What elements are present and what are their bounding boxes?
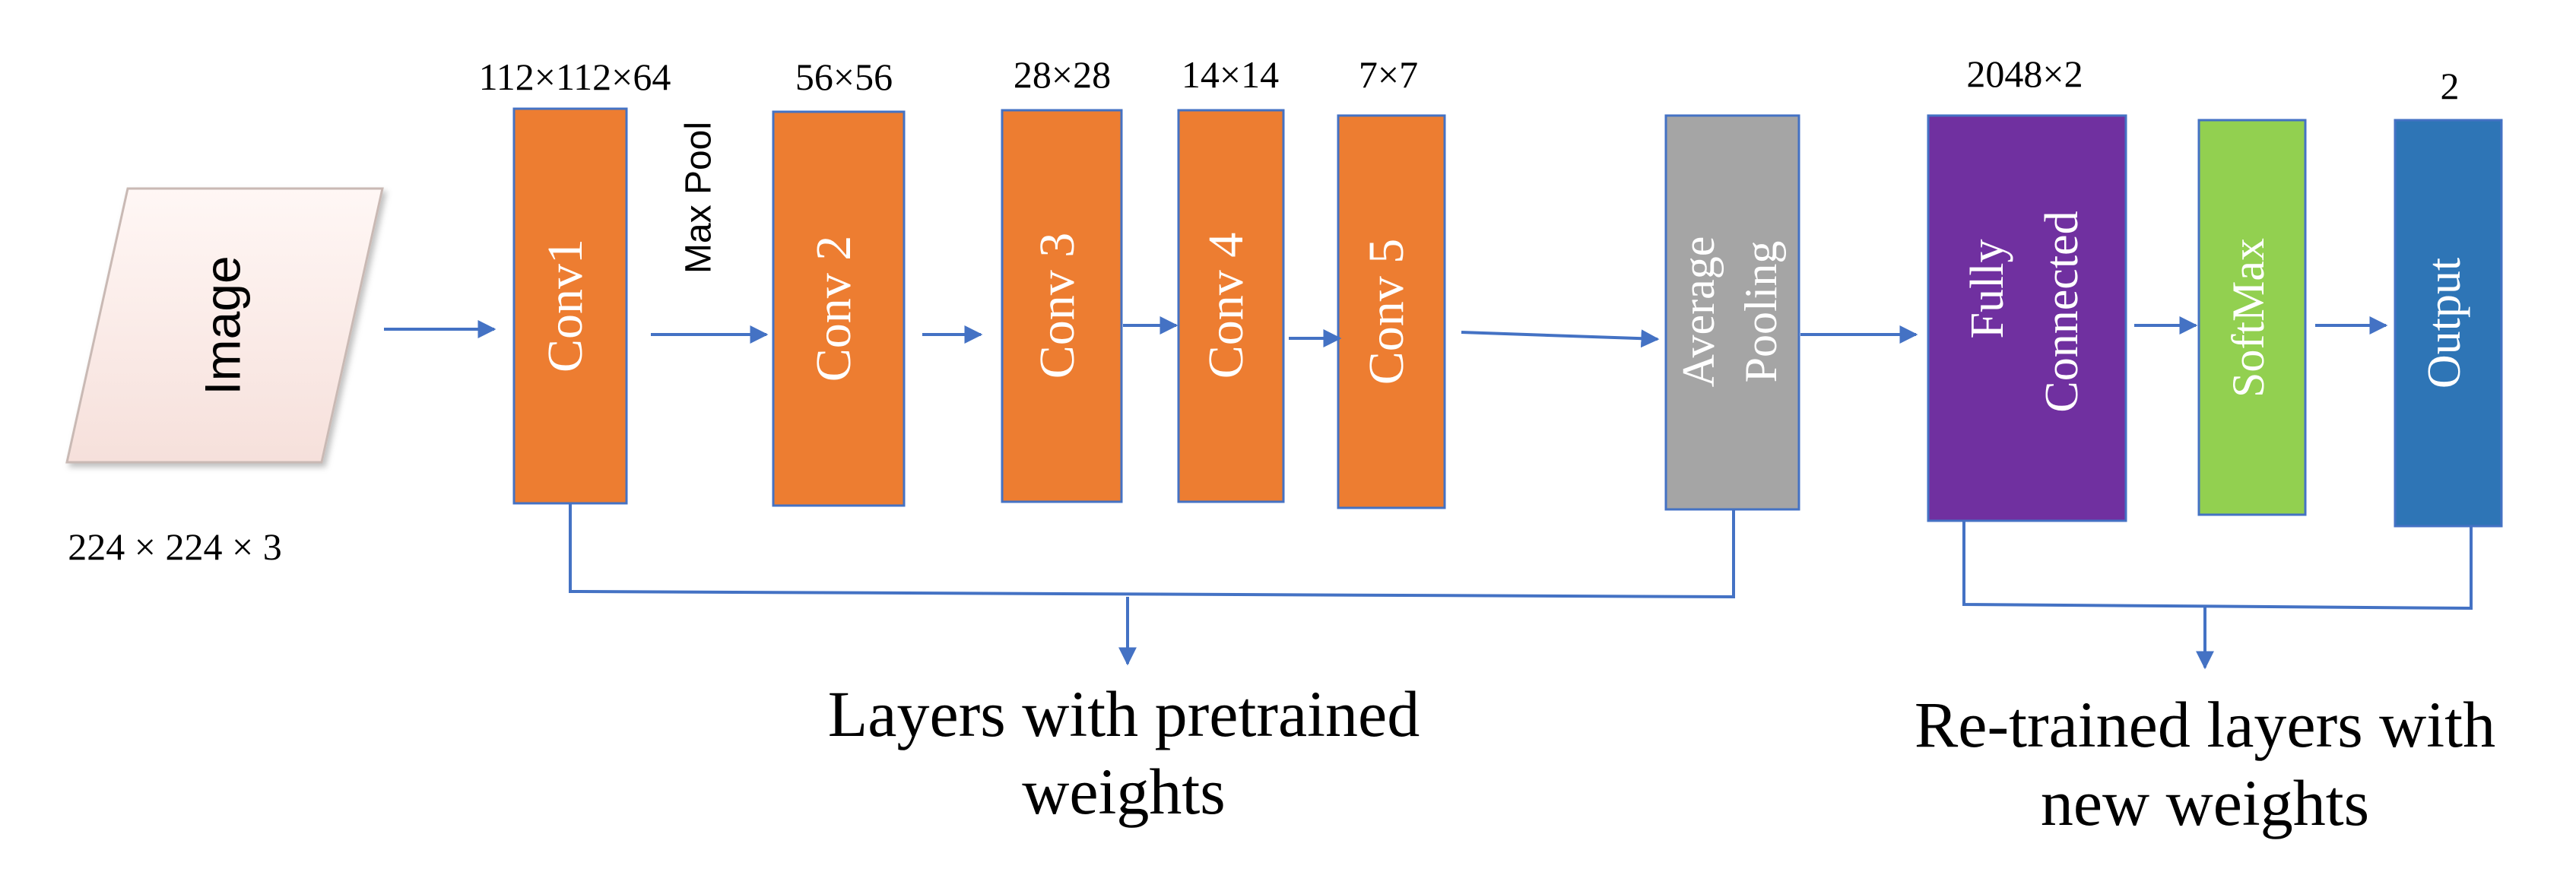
flow-arrows xyxy=(384,316,2388,348)
conv3-block: Conv 3 xyxy=(1001,109,1123,503)
output-box xyxy=(2394,119,2503,528)
conv5-label: Conv 5 xyxy=(1359,239,1414,385)
softmax-label: SoftMax xyxy=(2223,238,2273,398)
conv3-box xyxy=(1001,109,1123,503)
pretrained-label-line2: weights xyxy=(1022,755,1226,828)
pretrained-label-line1: Layers with pretrained xyxy=(828,677,1420,750)
conv2-dims: 56×56 xyxy=(795,56,893,98)
image-input-label: Image xyxy=(194,255,250,395)
conv4-label: Conv 4 xyxy=(1198,233,1254,379)
output-block: Output xyxy=(2394,119,2503,528)
avgpool-box xyxy=(1664,114,1800,511)
output-label: Output xyxy=(2419,258,2470,388)
conv3-label: Conv 3 xyxy=(1029,233,1085,379)
conv3-dims: 28×28 xyxy=(1014,53,1111,96)
conv4-dims: 14×14 xyxy=(1182,53,1279,96)
pretrained-bracket xyxy=(569,503,1735,666)
conv5-dims: 7×7 xyxy=(1359,53,1418,96)
retrained-label-line2: new weights xyxy=(2041,766,2369,839)
arrow-conv5-avgpool xyxy=(1461,329,1660,348)
avgpool-block: Average Pooling xyxy=(1664,114,1800,511)
softmax-box xyxy=(2197,119,2307,516)
retrained-label-line1: Re-trained layers with xyxy=(1915,688,2495,761)
conv1-dims: 112×112×64 xyxy=(479,56,671,98)
avgpool-label-line2: Pooling xyxy=(1736,241,1786,383)
image-input-shape xyxy=(65,187,384,464)
conv1-box xyxy=(512,107,628,505)
conv1-block: Conv1 xyxy=(512,107,628,505)
conv4-block: Conv 4 xyxy=(1177,109,1285,503)
fc-dims: 2048×2 xyxy=(1966,52,2083,95)
output-dims: 2 xyxy=(2441,65,2460,107)
fc-label-line1: Fully xyxy=(1962,239,2013,339)
input-size-label: 224 × 224 × 3 xyxy=(68,525,281,568)
conv2-box xyxy=(772,110,906,507)
fc-block: Fully Connected xyxy=(1927,114,2127,522)
conv5-block: Conv 5 xyxy=(1337,114,1446,509)
conv1-label: Conv1 xyxy=(538,239,593,373)
conv2-label: Conv 2 xyxy=(806,236,861,382)
conv5-box xyxy=(1337,114,1446,509)
conv2-block: Conv 2 xyxy=(772,110,906,507)
avgpool-label-line1: Average xyxy=(1673,236,1724,388)
softmax-block: SoftMax xyxy=(2197,119,2307,516)
pretrained-bracket-line xyxy=(569,503,1735,599)
fc-label-line2: Connected xyxy=(2036,211,2088,412)
retrained-bracket-line xyxy=(1962,521,2473,610)
maxpool-label: Max Pool xyxy=(679,122,719,274)
image-input: Image xyxy=(65,187,384,464)
conv4-box xyxy=(1177,109,1285,503)
fc-box xyxy=(1927,114,2127,522)
retrained-bracket xyxy=(1962,521,2473,670)
